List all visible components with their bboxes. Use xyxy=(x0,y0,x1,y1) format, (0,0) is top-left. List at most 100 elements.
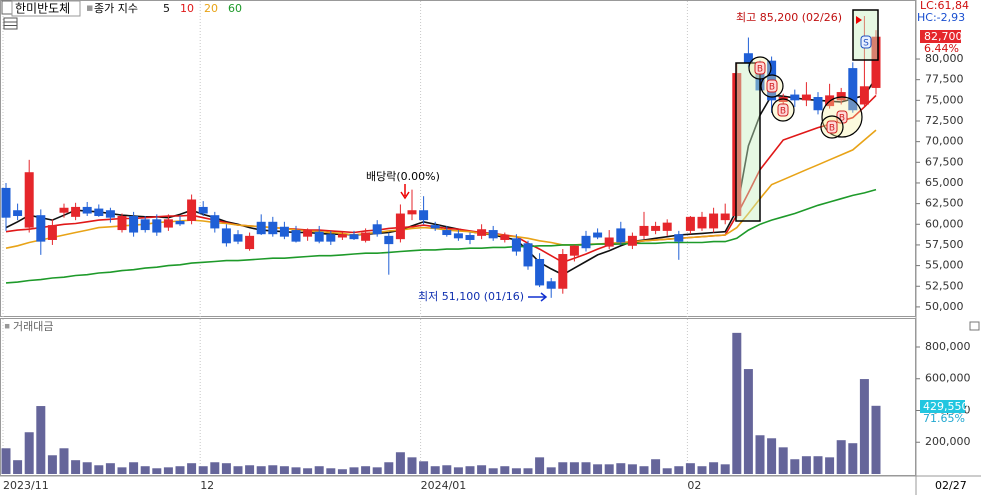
candle-body xyxy=(511,238,521,252)
panel-button[interactable] xyxy=(969,321,980,331)
candle-body xyxy=(279,226,289,237)
candle-body xyxy=(685,216,695,231)
title-box[interactable] xyxy=(11,0,81,17)
candle-body xyxy=(639,225,649,236)
x-cursor-label: 02/27 xyxy=(935,479,967,492)
y-tick-label: 62,500 xyxy=(925,197,964,210)
y-tick-label: 55,000 xyxy=(925,259,964,272)
signal-label: B xyxy=(839,114,845,124)
volume-bar xyxy=(442,465,452,474)
bullet: ▪ xyxy=(4,322,10,332)
volume-bar xyxy=(291,467,301,474)
volume-bar xyxy=(59,448,69,474)
candle-body xyxy=(36,215,46,242)
annotation: 배당락(0.00%) xyxy=(366,170,440,183)
candle-body xyxy=(233,234,243,242)
corner-label: HC:-2,93 xyxy=(917,11,965,24)
volume-bar xyxy=(256,466,266,474)
volume-bar xyxy=(303,468,313,474)
candle-body xyxy=(314,231,324,242)
ma-line xyxy=(5,188,877,284)
candle-body xyxy=(430,225,440,229)
volume-bar xyxy=(778,447,788,474)
candle-body xyxy=(140,219,150,231)
candle-body xyxy=(117,216,127,231)
candle-body xyxy=(82,206,92,214)
price-tag-text: 82,700 xyxy=(924,30,963,43)
ma-line xyxy=(5,129,877,249)
candle-body xyxy=(801,94,811,101)
signal-badge xyxy=(860,35,872,49)
annotation-arrow xyxy=(400,184,410,200)
volume-bar xyxy=(47,455,57,474)
volume-bar xyxy=(337,469,347,474)
candle-body xyxy=(616,228,626,243)
volume-bar xyxy=(662,468,672,474)
volume-bar xyxy=(210,462,220,474)
volume-bar xyxy=(36,406,46,474)
volume-bar xyxy=(848,443,858,474)
candle-body xyxy=(535,258,545,286)
volume-tag xyxy=(920,400,965,413)
signal-label: B xyxy=(829,124,835,134)
candle-body xyxy=(291,230,301,242)
volume-bar xyxy=(314,466,324,474)
candle-body xyxy=(94,208,104,217)
candle-body xyxy=(419,210,429,221)
candle-body xyxy=(71,206,81,217)
volume-title: 거래대금 xyxy=(13,320,53,333)
y-tick-label: 57,500 xyxy=(925,238,964,251)
candle-body xyxy=(1,187,11,218)
y-tick-label: 50,000 xyxy=(925,300,964,313)
price-change: 6.44% xyxy=(924,42,959,55)
volume-bar xyxy=(535,457,545,474)
candle-body xyxy=(697,216,707,229)
volume-bar xyxy=(129,462,139,474)
volume-bar xyxy=(581,462,591,474)
y-tick-label: 52,500 xyxy=(925,279,964,292)
menu-icon[interactable] xyxy=(1,0,14,15)
x-tick-label: 02 xyxy=(687,479,701,492)
candle-body xyxy=(732,73,742,217)
volume-bar xyxy=(743,369,753,474)
candle-body xyxy=(175,220,185,225)
volume-change: 71.65% xyxy=(923,412,965,425)
annotation: 최저 51,100 (01/16) xyxy=(418,290,524,303)
signal-badge xyxy=(826,120,838,134)
volume-bar xyxy=(593,464,603,474)
candle-body xyxy=(163,219,173,228)
volume-bar xyxy=(500,466,510,474)
volume-panel xyxy=(0,318,916,476)
corner-label: LC:61,84 xyxy=(920,0,969,12)
ma-line xyxy=(5,94,877,264)
volume-bar xyxy=(245,465,255,474)
candle-body xyxy=(326,234,336,242)
volume-bar xyxy=(674,466,684,474)
candle-body xyxy=(523,243,533,267)
volume-bar xyxy=(13,460,23,474)
y-tick-label: 600,000 xyxy=(925,372,971,385)
legend-entry: 60 xyxy=(228,2,242,15)
candle-body xyxy=(651,225,661,231)
y-tick-label: 200,000 xyxy=(925,435,971,448)
candle-body xyxy=(59,207,69,213)
signal-label: B xyxy=(769,83,775,93)
grid-icon[interactable] xyxy=(3,17,18,30)
candle-body xyxy=(24,172,34,228)
candle-body xyxy=(256,221,266,235)
volume-bar xyxy=(419,461,429,474)
volume-bar xyxy=(639,466,649,474)
highlight-box xyxy=(852,9,879,61)
candle-body xyxy=(152,219,162,233)
candle-body xyxy=(129,216,139,233)
candle-body xyxy=(662,222,672,231)
volume-bar xyxy=(268,465,278,474)
volume-bar xyxy=(384,462,394,474)
annotation-arrow xyxy=(856,16,862,24)
y-tick-label: 67,500 xyxy=(925,155,964,168)
volume-bar xyxy=(627,464,637,474)
signal-label: B xyxy=(780,107,786,117)
annotation: 최고 85,200 (02/26) xyxy=(736,11,842,24)
volume-bar xyxy=(813,456,823,474)
volume-bar xyxy=(790,459,800,474)
